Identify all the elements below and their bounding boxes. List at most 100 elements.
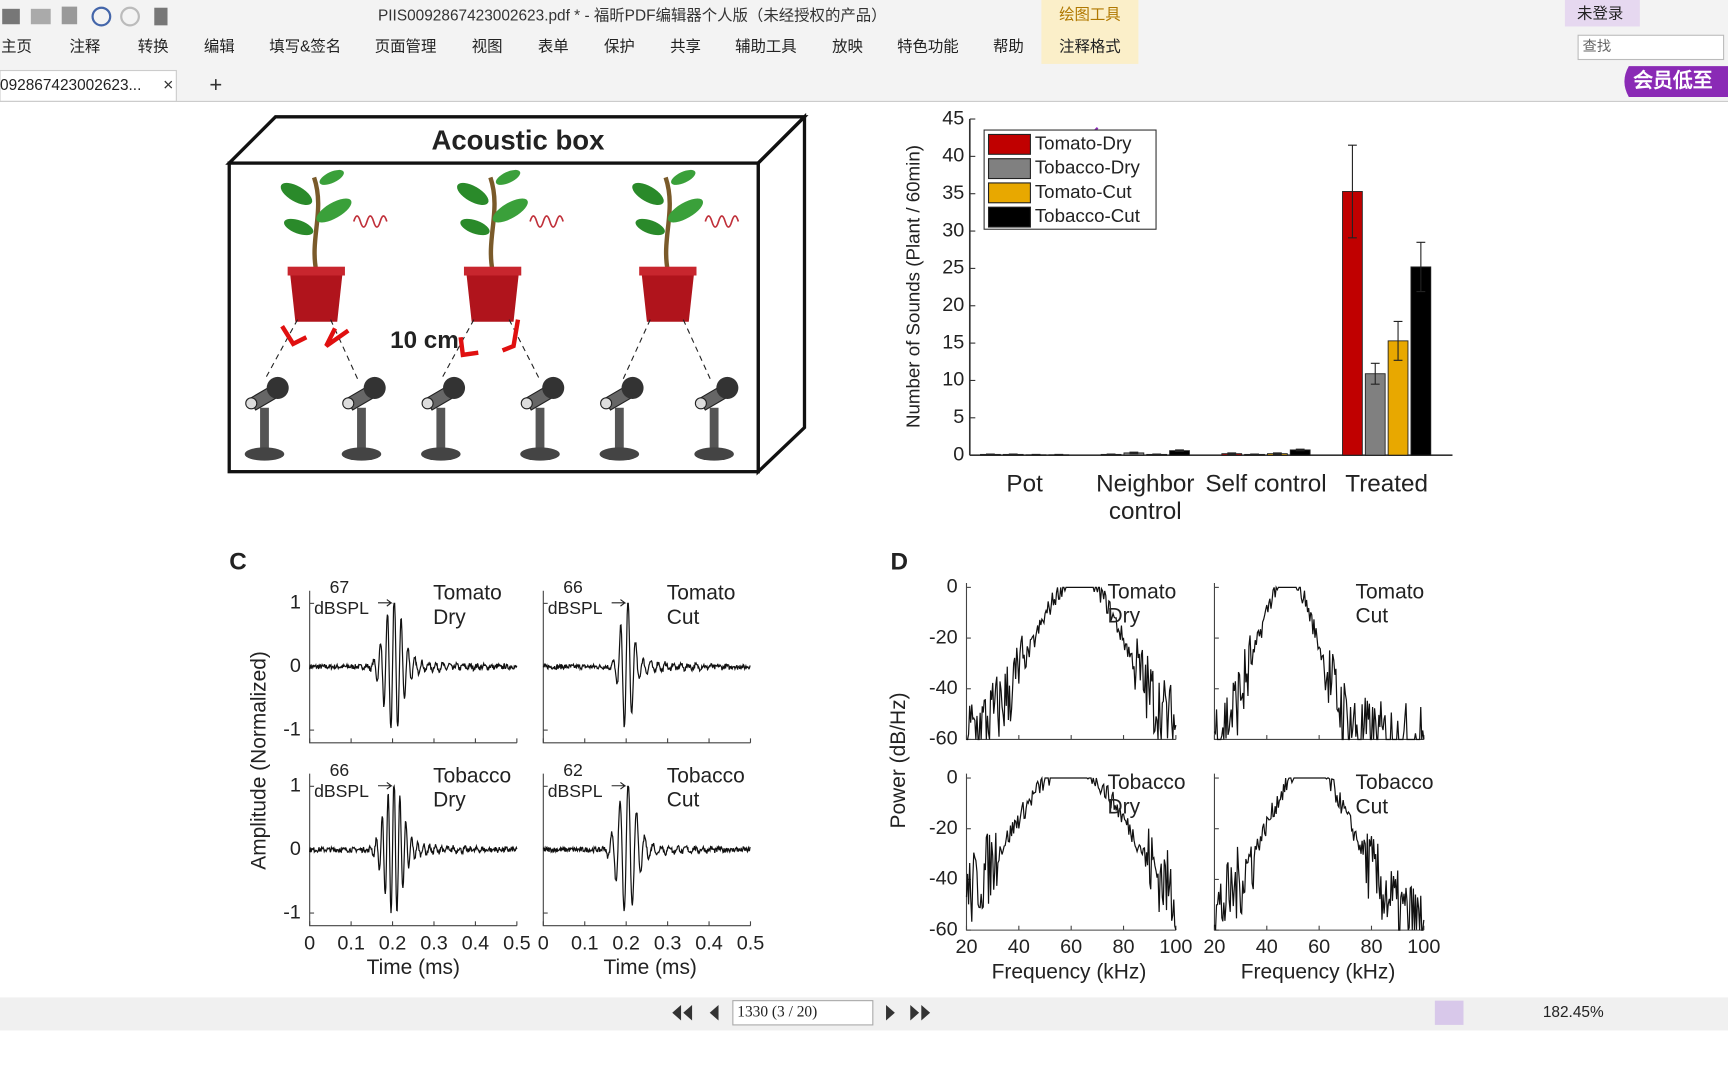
panel-label: D <box>890 549 908 576</box>
vip-badge[interactable] <box>1624 66 1728 97</box>
plot-label: Tobacco Cut <box>666 764 745 813</box>
new-tab[interactable]: + <box>209 72 222 97</box>
menu-item[interactable]: 辅助工具 <box>735 37 797 55</box>
menu-item[interactable]: 页面管理 <box>375 37 437 55</box>
search-placeholder[interactable]: 查找 <box>1583 38 1612 55</box>
y-tick-label: 40 <box>942 145 964 167</box>
x-tick-label: 0 <box>538 933 549 955</box>
menu-item[interactable]: 表单 <box>538 37 569 55</box>
error-bar <box>1054 453 1064 456</box>
y-tick-label: -40 <box>929 677 958 699</box>
x-tick-label: 0.5 <box>503 933 531 955</box>
y-axis-label: Number of Sounds (Plant / 60min) <box>903 145 924 428</box>
x-tick-label: 0.2 <box>379 933 407 955</box>
menu-item[interactable]: 保护 <box>604 37 635 55</box>
error-bar <box>1152 453 1162 456</box>
y-tick-label: 0 <box>947 576 958 598</box>
y-tick-label: 10 <box>942 369 964 391</box>
menu-item[interactable]: 帮助 <box>993 37 1024 55</box>
error-bar <box>1227 452 1237 455</box>
arrow <box>377 782 393 790</box>
menu-item[interactable]: 注释格式 <box>1059 37 1121 55</box>
unit: dBSPL <box>548 598 603 618</box>
tool-tab-bg <box>1041 0 1139 64</box>
menu-item[interactable]: 放映 <box>832 37 863 55</box>
waveform <box>542 602 751 728</box>
legend-label: Tomato-Dry <box>1035 132 1132 153</box>
error-bar <box>1416 241 1426 293</box>
page-box[interactable] <box>732 1000 874 1026</box>
legend-swatch <box>987 206 1031 228</box>
y-axis-label: Amplitude (Normalized) <box>248 651 271 870</box>
error-bar <box>985 453 995 456</box>
error-bar <box>1250 453 1259 456</box>
error-bar <box>1129 451 1139 455</box>
error-bar <box>1295 448 1305 452</box>
x-axis-label: Frequency (kHz) <box>1241 961 1396 984</box>
legend-swatch <box>987 182 1031 204</box>
x-tick-label: 80 <box>1360 936 1382 958</box>
y-tick-label: 20 <box>942 294 964 316</box>
arrow <box>377 599 393 607</box>
tool-tab[interactable]: 绘图工具 <box>1059 6 1121 24</box>
menu-item[interactable]: 主页 <box>1 37 32 55</box>
y-tick-label: -60 <box>929 728 958 750</box>
menu-item[interactable]: 转换 <box>138 37 169 55</box>
legend-label: Tobacco-Cut <box>1035 205 1141 226</box>
y-tick-label: 45 <box>942 107 964 129</box>
x-tick-label: 0.3 <box>654 933 682 955</box>
y-tick-label: 25 <box>942 257 964 279</box>
view-mode[interactable] <box>1434 1000 1464 1025</box>
y-tick-label: 0 <box>953 443 964 465</box>
y-tick-label: 5 <box>953 406 964 428</box>
error-bar <box>1008 453 1018 456</box>
panel-label: C <box>229 549 247 576</box>
quick-icons[interactable] <box>2 6 168 27</box>
menu-item[interactable]: 共享 <box>670 37 701 55</box>
x-tick-label: 20 <box>955 936 977 958</box>
doc-tab[interactable] <box>0 69 177 102</box>
level: 66 <box>330 760 350 780</box>
x-tick-label: 0.3 <box>420 933 448 955</box>
x-axis-label: Time (ms) <box>367 956 460 979</box>
x-tick-label: 0.1 <box>571 933 599 955</box>
arrow <box>611 782 627 790</box>
error-bar <box>1370 362 1380 385</box>
plot-label: Tomato Dry <box>1107 580 1177 628</box>
tab-title[interactable]: 092867423002623... <box>0 77 141 94</box>
toolbar-bg <box>0 0 1728 102</box>
window-title: PIIS0092867423002623.pdf * - 福昕PDF编辑器个人版… <box>378 7 887 25</box>
waveform <box>309 602 518 729</box>
plot-label: Tomato Cut <box>666 581 736 630</box>
unit: dBSPL <box>314 598 369 618</box>
x-tick-label: 0.1 <box>337 933 365 955</box>
x-tick-label: 0.4 <box>462 933 490 955</box>
y-tick-label: 1 <box>290 775 301 797</box>
page-nav[interactable] <box>672 1005 931 1021</box>
x-tick-label: 0.5 <box>737 933 765 955</box>
vip-text[interactable]: 会员低至 <box>1633 69 1712 92</box>
error-bar <box>1272 452 1282 455</box>
menu-item[interactable]: 特色功能 <box>897 37 959 55</box>
menu-item[interactable]: 注释 <box>69 37 100 55</box>
menu-item[interactable]: 视图 <box>472 37 503 55</box>
login[interactable]: 未登录 <box>1577 4 1623 22</box>
x-tick-label: Pot <box>1006 469 1043 498</box>
search-box[interactable] <box>1577 34 1725 61</box>
menu-item[interactable]: 编辑 <box>204 37 235 55</box>
waveform <box>309 784 518 914</box>
x-axis-label: Time (ms) <box>604 956 697 979</box>
x-tick-label: 40 <box>1256 936 1278 958</box>
legend-label: Tomato-Cut <box>1035 181 1133 202</box>
menu-item[interactable]: 填写&签名 <box>269 37 341 55</box>
y-tick-label: 1 <box>290 592 301 614</box>
zoom[interactable]: 182.45% <box>1543 1004 1604 1021</box>
x-tick-label: 0 <box>304 933 315 955</box>
y-tick-label: -40 <box>929 868 958 890</box>
y-tick-label: 0 <box>947 766 958 788</box>
x-tick-label: 0.4 <box>695 933 723 955</box>
close-tab[interactable]: × <box>163 75 173 95</box>
page-box-text[interactable]: 1330 (3 / 20) <box>737 1003 817 1020</box>
spectrum <box>966 586 1177 741</box>
